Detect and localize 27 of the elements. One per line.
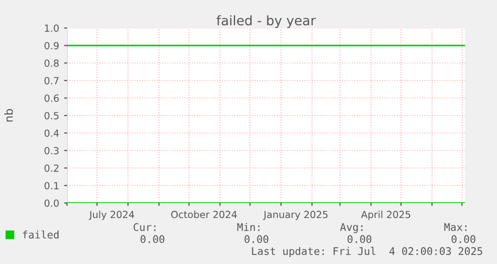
x-tick-label: April 2025 [361,210,410,220]
x-tick-label: January 2025 [263,210,328,220]
legend-label: failed [22,230,59,239]
text: Cur: [134,223,156,232]
x-tick-label: October 2024 [171,210,237,218]
text: Avg: [340,223,362,234]
y-axis-title: nb [4,109,13,122]
y-tick-label: 0.2 [44,164,58,172]
text: 0.00 [244,235,268,244]
chart-title: failed - by year [216,15,316,28]
y-tick-label: 0.3 [44,146,59,154]
y-tick-label: 0.4 [44,129,59,137]
text: 0.00 [348,235,372,244]
text: Max: [444,223,466,232]
y-tick-label: 0.1 [44,182,58,190]
y-tick-label: 0.7 [44,76,59,84]
x-tick-label: July 2024 [88,210,134,220]
text: Last update: Fri Jul 4 02:00:03 2025 [252,246,482,258]
y-tick-label: 0.8 [44,59,59,67]
text: Min: [237,222,260,231]
y-tick-label: 0.0 [44,199,59,207]
y-tick-label: 0.9 [44,42,59,50]
y-tick-label: 0.6 [44,94,59,102]
y-tick-label: 1.0 [44,24,59,32]
y-tick-label: 0.5 [44,112,59,120]
text: 0.00 [452,235,476,244]
text: 0.00 [140,235,164,244]
